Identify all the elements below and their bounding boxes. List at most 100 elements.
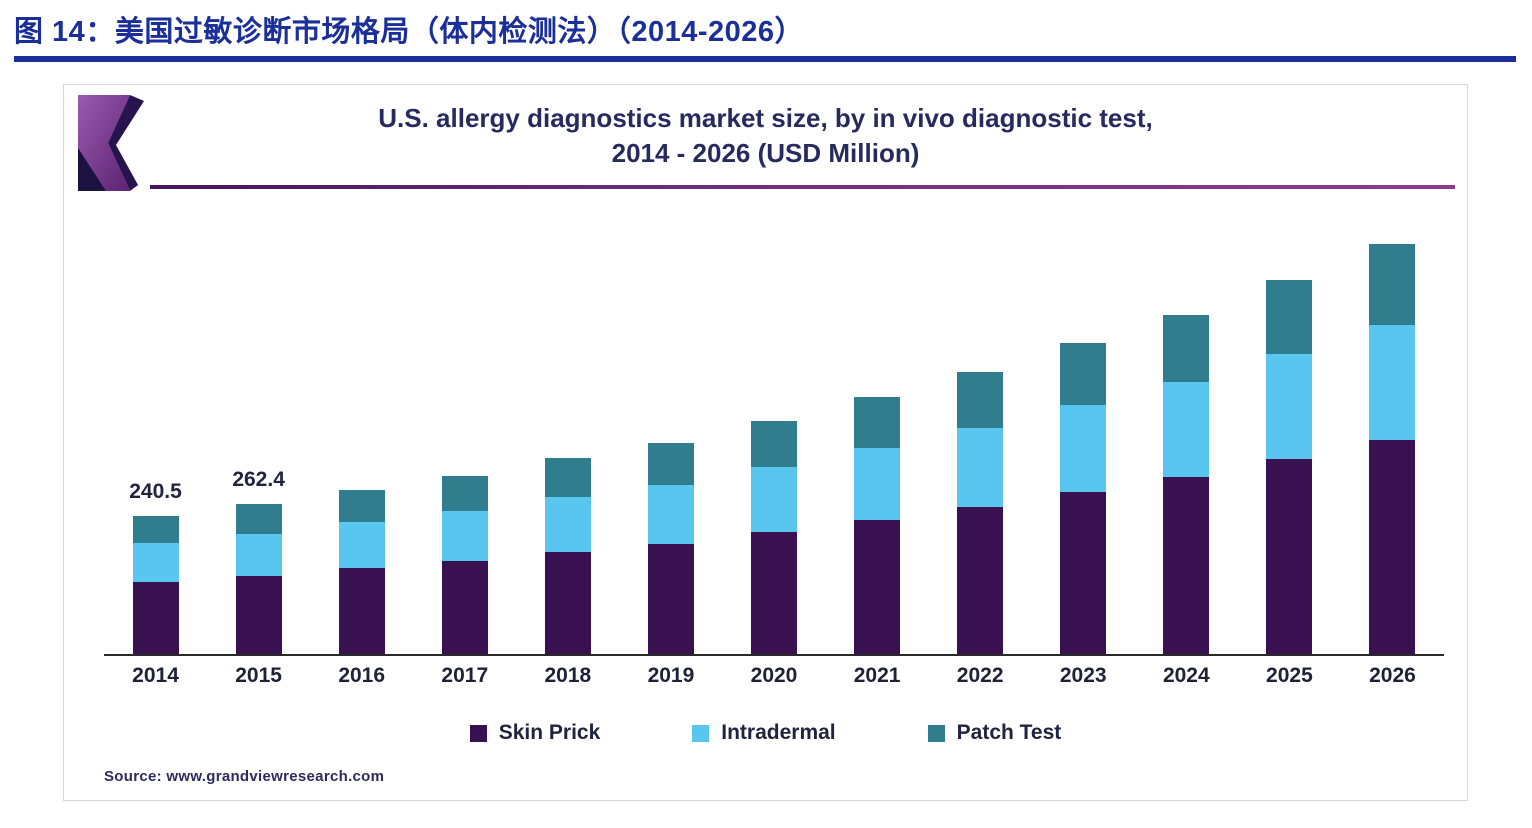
x-label-2015: 2015 (235, 664, 282, 687)
chart-title-line2: 2014 - 2026 (USD Million) (611, 138, 920, 169)
bar-seg-2017-skin-prick (441, 561, 488, 654)
x-label-2014: 2014 (132, 664, 179, 687)
bar-seg-2021-skin-prick (854, 520, 901, 654)
bar-seg-2015-skin-prick (235, 576, 282, 654)
bar-seg-2017-intradermal (441, 511, 488, 561)
bar-seg-2025-skin-prick (1266, 459, 1313, 654)
figure-heading: 图 14：美国过敏诊断市场格局（体内检测法）（2014-2026） (14, 16, 804, 48)
x-label-2022: 2022 (956, 664, 1004, 687)
source-note: Source: www.grandviewresearch.com (104, 768, 385, 785)
bar-seg-2026-patch-test (1369, 244, 1416, 325)
x-label-2024: 2024 (1162, 664, 1210, 687)
bar-seg-2022-patch-test (957, 372, 1004, 428)
bar-2026 (1369, 244, 1416, 654)
bar-seg-2025-patch-test (1266, 280, 1313, 354)
bar-group-2018 (516, 215, 619, 654)
legend-swatch-intradermal (692, 724, 710, 742)
bar-group-2017 (413, 215, 516, 654)
x-label-2023: 2023 (1059, 664, 1107, 687)
bar-group-2014: 240.5 (104, 215, 207, 654)
bar-2022 (957, 372, 1004, 654)
bar-seg-2022-intradermal (957, 428, 1004, 507)
bar-group-2025 (1238, 215, 1341, 654)
bar-seg-2015-patch-test (235, 504, 282, 534)
title-divider-rule (150, 185, 1455, 189)
bar-seg-2014-skin-prick (132, 582, 179, 654)
bar-seg-2023-skin-prick (1060, 492, 1107, 654)
x-label-2021: 2021 (853, 664, 901, 687)
bar-group-2022 (929, 215, 1032, 654)
bar-seg-2016-patch-test (338, 490, 385, 522)
bar-seg-2020-intradermal (751, 467, 797, 532)
grandview-logo-icon (78, 95, 144, 191)
x-axis-labels: 2014 2015 2016 2017 2018 2019 2020 2021 2022 2023… (104, 664, 1444, 688)
bar-2018 (544, 458, 591, 654)
bar-2021 (854, 397, 901, 654)
bar-2015 (235, 504, 282, 654)
x-label-2016: 2016 (338, 664, 386, 687)
bar-seg-2019-skin-prick (647, 544, 694, 654)
bar-seg-2024-intradermal (1163, 382, 1210, 477)
legend-item-patch-test: Patch Test (927, 721, 1062, 745)
legend-swatch-patch-test (927, 724, 945, 742)
bar-2023 (1060, 343, 1107, 654)
bar-seg-2015-intradermal (235, 534, 282, 576)
legend-label-patch-test: Patch Test (956, 721, 1062, 744)
bar-seg-2025-intradermal (1266, 354, 1313, 459)
legend-item-intradermal: Intradermal (692, 721, 836, 745)
bar-group-2021 (826, 215, 929, 654)
bar-2025 (1266, 280, 1313, 654)
value-label-2014: 240.5 (129, 480, 182, 503)
x-label-2019: 2019 (647, 664, 695, 687)
bar-group-2019 (619, 215, 722, 654)
bar-seg-2016-intradermal (338, 522, 385, 568)
x-label-2017: 2017 (441, 664, 489, 687)
chart-title: U.S. allergy diagnostics market size, by… (64, 101, 1467, 171)
legend-swatch-skin-prick (469, 724, 487, 742)
bar-seg-2017-patch-test (441, 476, 488, 511)
bar-2020 (751, 421, 797, 654)
chart-title-line1: U.S. allergy diagnostics market size, by… (378, 103, 1153, 133)
legend-label-intradermal: Intradermal (721, 721, 836, 744)
bar-group-2020 (722, 215, 825, 654)
chart-container: U.S. allergy diagnostics market size, by… (63, 84, 1468, 801)
bar-2019 (647, 443, 694, 654)
bar-group-2026 (1341, 215, 1444, 654)
x-label-2026: 2026 (1369, 664, 1416, 687)
bar-seg-2021-patch-test (854, 397, 901, 448)
bar-group-2015: 262.4 (207, 215, 310, 654)
bar-seg-2019-patch-test (647, 443, 694, 485)
bar-seg-2026-skin-prick (1369, 440, 1416, 654)
legend-label-skin-prick: Skin Prick (498, 721, 601, 744)
bar-seg-2016-skin-prick (338, 568, 385, 654)
bar-2017 (441, 476, 488, 654)
bar-2014 (132, 516, 179, 654)
bar-seg-2023-intradermal (1060, 405, 1107, 492)
x-label-2025: 2025 (1266, 664, 1313, 687)
value-label-2015: 262.4 (232, 468, 285, 491)
bar-seg-2024-patch-test (1163, 315, 1210, 382)
x-label-2018: 2018 (544, 664, 592, 687)
bar-seg-2024-skin-prick (1163, 477, 1210, 654)
bar-seg-2018-skin-prick (544, 552, 591, 654)
bar-seg-2020-patch-test (751, 421, 797, 467)
bar-seg-2021-intradermal (854, 448, 901, 520)
bar-seg-2020-skin-prick (751, 532, 797, 654)
x-label-2020: 2020 (750, 664, 798, 687)
bar-group-2023 (1032, 215, 1135, 654)
legend-item-skin-prick: Skin Prick (469, 721, 601, 745)
bar-seg-2014-patch-test (132, 516, 179, 543)
bar-2016 (338, 490, 385, 654)
bar-seg-2018-intradermal (544, 497, 591, 552)
heading-underline (14, 56, 1516, 62)
bar-2024 (1163, 315, 1210, 654)
bar-group-2016 (310, 215, 413, 654)
legend: Skin Prick Intradermal Patch Test (64, 721, 1467, 745)
bar-seg-2026-intradermal (1369, 325, 1416, 440)
plot-area: 240.5 262.4 (104, 215, 1444, 656)
bar-seg-2019-intradermal (647, 485, 694, 544)
bar-seg-2014-intradermal (132, 543, 179, 582)
bar-seg-2023-patch-test (1060, 343, 1107, 405)
bar-seg-2022-skin-prick (957, 507, 1004, 654)
bar-group-2024 (1135, 215, 1238, 654)
